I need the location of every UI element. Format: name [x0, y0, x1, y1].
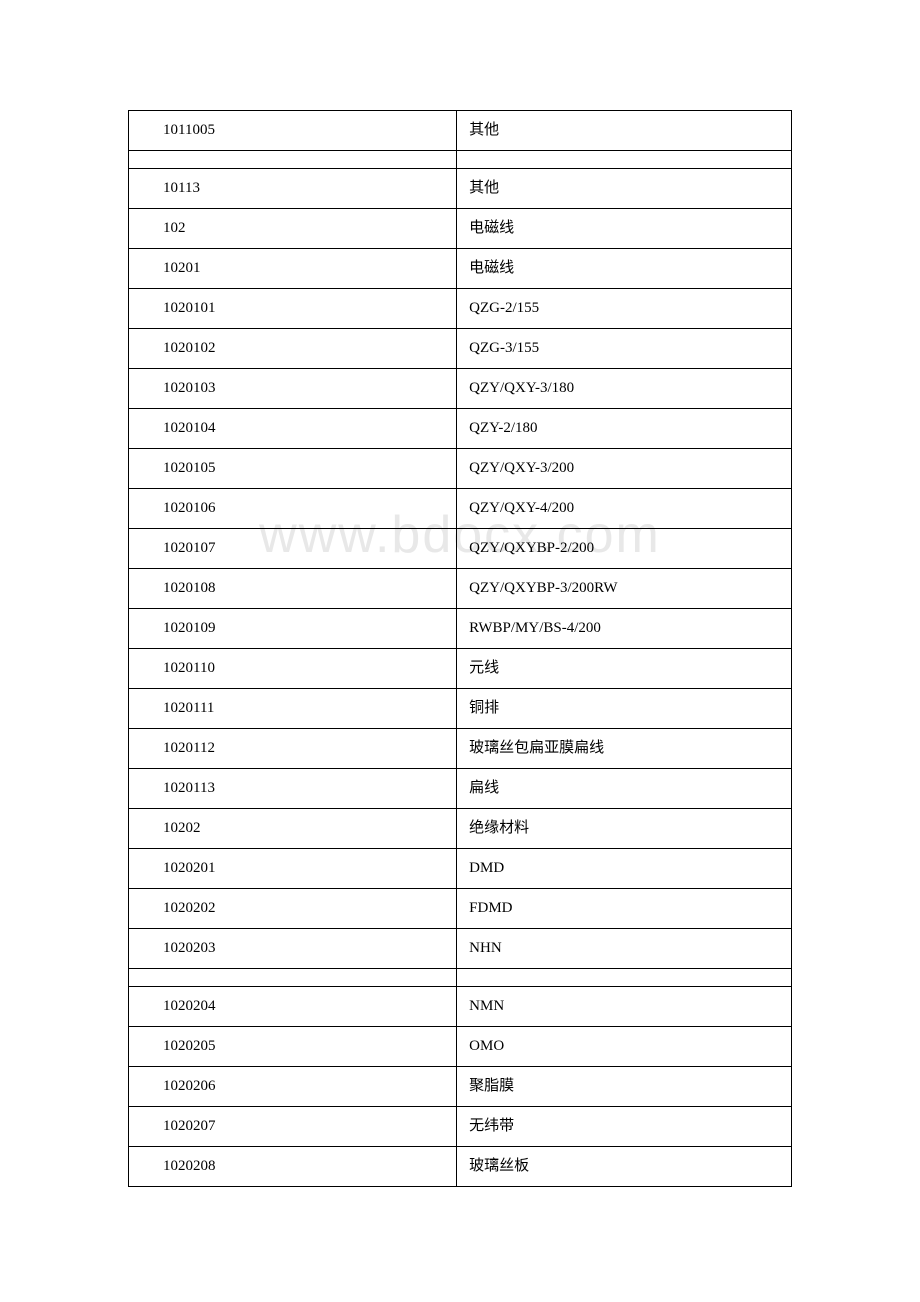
cell-code: 1020105 [129, 449, 457, 489]
table-row: 1020207无纬带 [129, 1107, 792, 1147]
cell-name: 其他 [457, 111, 792, 151]
table-row [129, 969, 792, 987]
table-row: 1020112玻璃丝包扁亚膜扁线 [129, 729, 792, 769]
cell-name [457, 151, 792, 169]
table-row: 1020104QZY-2/180 [129, 409, 792, 449]
cell-code: 102 [129, 209, 457, 249]
cell-name: 扁线 [457, 769, 792, 809]
cell-code [129, 969, 457, 987]
cell-name: QZY/QXYBP-3/200RW [457, 569, 792, 609]
cell-name: QZY/QXYBP-2/200 [457, 529, 792, 569]
cell-code: 10113 [129, 169, 457, 209]
cell-code: 10201 [129, 249, 457, 289]
cell-name: 电磁线 [457, 209, 792, 249]
cell-code: 1020106 [129, 489, 457, 529]
cell-name: 聚脂膜 [457, 1067, 792, 1107]
table-row: 102电磁线 [129, 209, 792, 249]
cell-code: 10202 [129, 809, 457, 849]
cell-name: FDMD [457, 889, 792, 929]
table-row: 1020101QZG-2/155 [129, 289, 792, 329]
cell-name: 玻璃丝包扁亚膜扁线 [457, 729, 792, 769]
cell-name: NHN [457, 929, 792, 969]
table-row: 1020106QZY/QXY-4/200 [129, 489, 792, 529]
cell-name [457, 969, 792, 987]
cell-code [129, 151, 457, 169]
table-row: 1020208玻璃丝板 [129, 1147, 792, 1187]
cell-name: QZY/QXY-3/200 [457, 449, 792, 489]
table-row: 1020108QZY/QXYBP-3/200RW [129, 569, 792, 609]
cell-name: QZY/QXY-4/200 [457, 489, 792, 529]
cell-name: QZG-2/155 [457, 289, 792, 329]
cell-name: NMN [457, 987, 792, 1027]
table-row: 1020202FDMD [129, 889, 792, 929]
table-row: 10113其他 [129, 169, 792, 209]
cell-code: 1020110 [129, 649, 457, 689]
cell-name: 元线 [457, 649, 792, 689]
cell-code: 1020103 [129, 369, 457, 409]
cell-code: 1020203 [129, 929, 457, 969]
table-row: 1020107QZY/QXYBP-2/200 [129, 529, 792, 569]
cell-name: 其他 [457, 169, 792, 209]
cell-code: 1020112 [129, 729, 457, 769]
cell-code: 1020207 [129, 1107, 457, 1147]
cell-code: 1011005 [129, 111, 457, 151]
cell-code: 1020202 [129, 889, 457, 929]
table-row: 1011005其他 [129, 111, 792, 151]
cell-name: DMD [457, 849, 792, 889]
table-row: 1020206聚脂膜 [129, 1067, 792, 1107]
data-table: 1011005其他10113其他102电磁线10201电磁线1020101QZG… [128, 110, 792, 1187]
cell-code: 1020102 [129, 329, 457, 369]
table-row: 10201电磁线 [129, 249, 792, 289]
cell-name: QZY-2/180 [457, 409, 792, 449]
cell-name: 无纬带 [457, 1107, 792, 1147]
table-row: 1020102QZG-3/155 [129, 329, 792, 369]
cell-code: 1020108 [129, 569, 457, 609]
table-row: 1020103QZY/QXY-3/180 [129, 369, 792, 409]
table-row: 1020205OMO [129, 1027, 792, 1067]
cell-name: 铜排 [457, 689, 792, 729]
cell-name: 玻璃丝板 [457, 1147, 792, 1187]
cell-code: 1020206 [129, 1067, 457, 1107]
table-row: 1020111铜排 [129, 689, 792, 729]
cell-code: 1020111 [129, 689, 457, 729]
table-row: 1020113扁线 [129, 769, 792, 809]
table-row: 1020201DMD [129, 849, 792, 889]
cell-name: 绝缘材料 [457, 809, 792, 849]
cell-code: 1020201 [129, 849, 457, 889]
cell-code: 1020104 [129, 409, 457, 449]
cell-code: 1020101 [129, 289, 457, 329]
table-row [129, 151, 792, 169]
cell-code: 1020208 [129, 1147, 457, 1187]
table-row: 1020109RWBP/MY/BS-4/200 [129, 609, 792, 649]
cell-code: 1020205 [129, 1027, 457, 1067]
cell-name: QZG-3/155 [457, 329, 792, 369]
cell-name: RWBP/MY/BS-4/200 [457, 609, 792, 649]
table-row: 1020203NHN [129, 929, 792, 969]
cell-name: QZY/QXY-3/180 [457, 369, 792, 409]
table-body: 1011005其他10113其他102电磁线10201电磁线1020101QZG… [129, 111, 792, 1187]
cell-code: 1020107 [129, 529, 457, 569]
table-row: 1020110元线 [129, 649, 792, 689]
table-row: 1020204NMN [129, 987, 792, 1027]
table-row: 1020105QZY/QXY-3/200 [129, 449, 792, 489]
cell-name: OMO [457, 1027, 792, 1067]
cell-code: 1020113 [129, 769, 457, 809]
cell-name: 电磁线 [457, 249, 792, 289]
table-row: 10202绝缘材料 [129, 809, 792, 849]
cell-code: 1020109 [129, 609, 457, 649]
cell-code: 1020204 [129, 987, 457, 1027]
